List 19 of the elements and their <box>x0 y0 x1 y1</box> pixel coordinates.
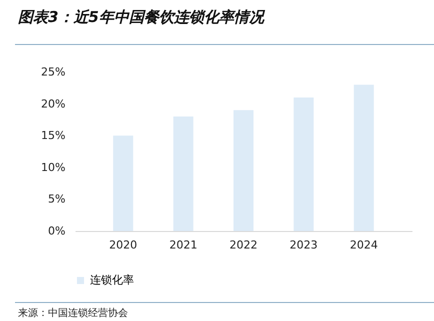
bar <box>354 84 374 231</box>
y-tick-label: 5% <box>48 192 66 206</box>
bar <box>294 97 314 231</box>
y-tick-label: 25% <box>41 66 66 78</box>
x-tick-label: 2021 <box>169 238 198 252</box>
x-tick-label: 2020 <box>109 238 138 252</box>
bar <box>113 136 134 231</box>
legend-label: 连锁化率 <box>90 274 134 286</box>
chart-title: 图表3：近5年中国餐饮连锁化率情况 <box>18 8 264 27</box>
y-tick-label: 0% <box>48 224 66 238</box>
x-tick-label: 2024 <box>350 238 378 252</box>
x-tick-label: 2022 <box>230 238 258 252</box>
y-tick-label: 20% <box>41 97 66 110</box>
bar <box>234 110 254 231</box>
y-tick-label: 10% <box>41 160 66 174</box>
source-note: 来源：中国连锁经营协会 <box>18 306 128 320</box>
x-tick-label: 2023 <box>290 238 318 252</box>
y-tick-label: 15% <box>41 129 66 142</box>
bar <box>173 116 194 231</box>
